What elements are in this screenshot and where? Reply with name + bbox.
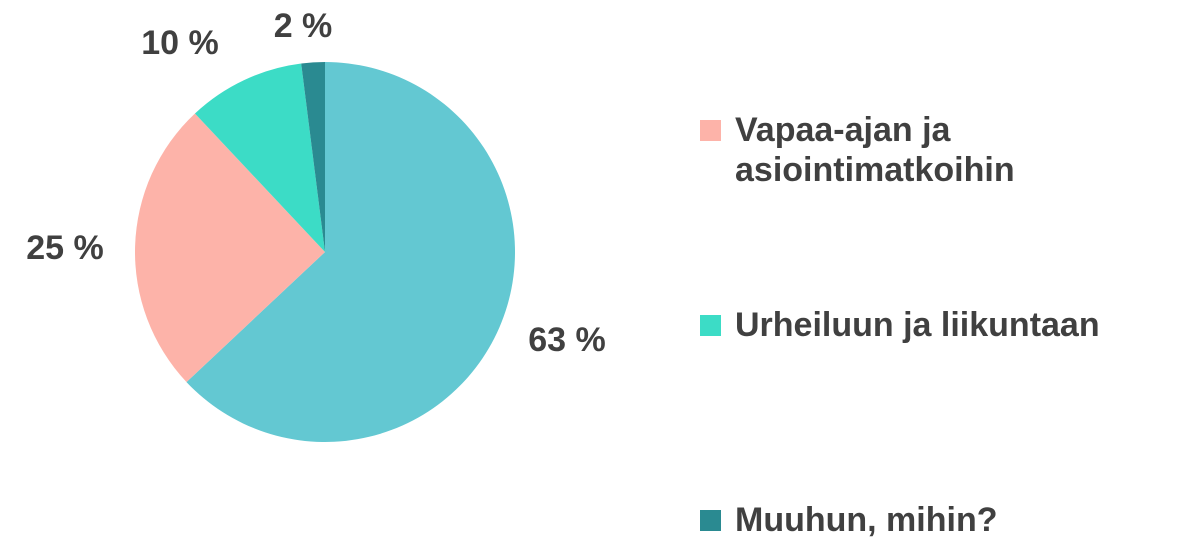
legend-label: Muuhun, mihin?	[735, 501, 998, 539]
data-label: 25 %	[26, 229, 104, 267]
data-label: 10 %	[141, 24, 219, 62]
pie-slice	[194, 63, 325, 253]
data-label: 2 %	[274, 7, 333, 45]
legend-swatch	[700, 120, 721, 141]
legend-item: Urheiluun ja liikuntaan	[700, 305, 1190, 345]
pie-slice	[135, 113, 325, 383]
legend-swatch	[700, 315, 721, 336]
legend-item: Muuhun, mihin?	[700, 500, 1190, 540]
pie-chart: 63 % 25 % 10 % 2 %	[26, 7, 606, 442]
legend-swatch	[700, 510, 721, 531]
data-label: 63 %	[528, 321, 606, 359]
pie-slice	[186, 62, 515, 442]
pie-slice	[301, 62, 325, 252]
legend-label: Urheiluun ja liikuntaan	[735, 306, 1100, 344]
legend-label: Vapaa-ajan ja asiointimatkoihin	[735, 111, 1015, 189]
legend-item: Vapaa-ajan ja asiointimatkoihin	[700, 110, 1190, 190]
